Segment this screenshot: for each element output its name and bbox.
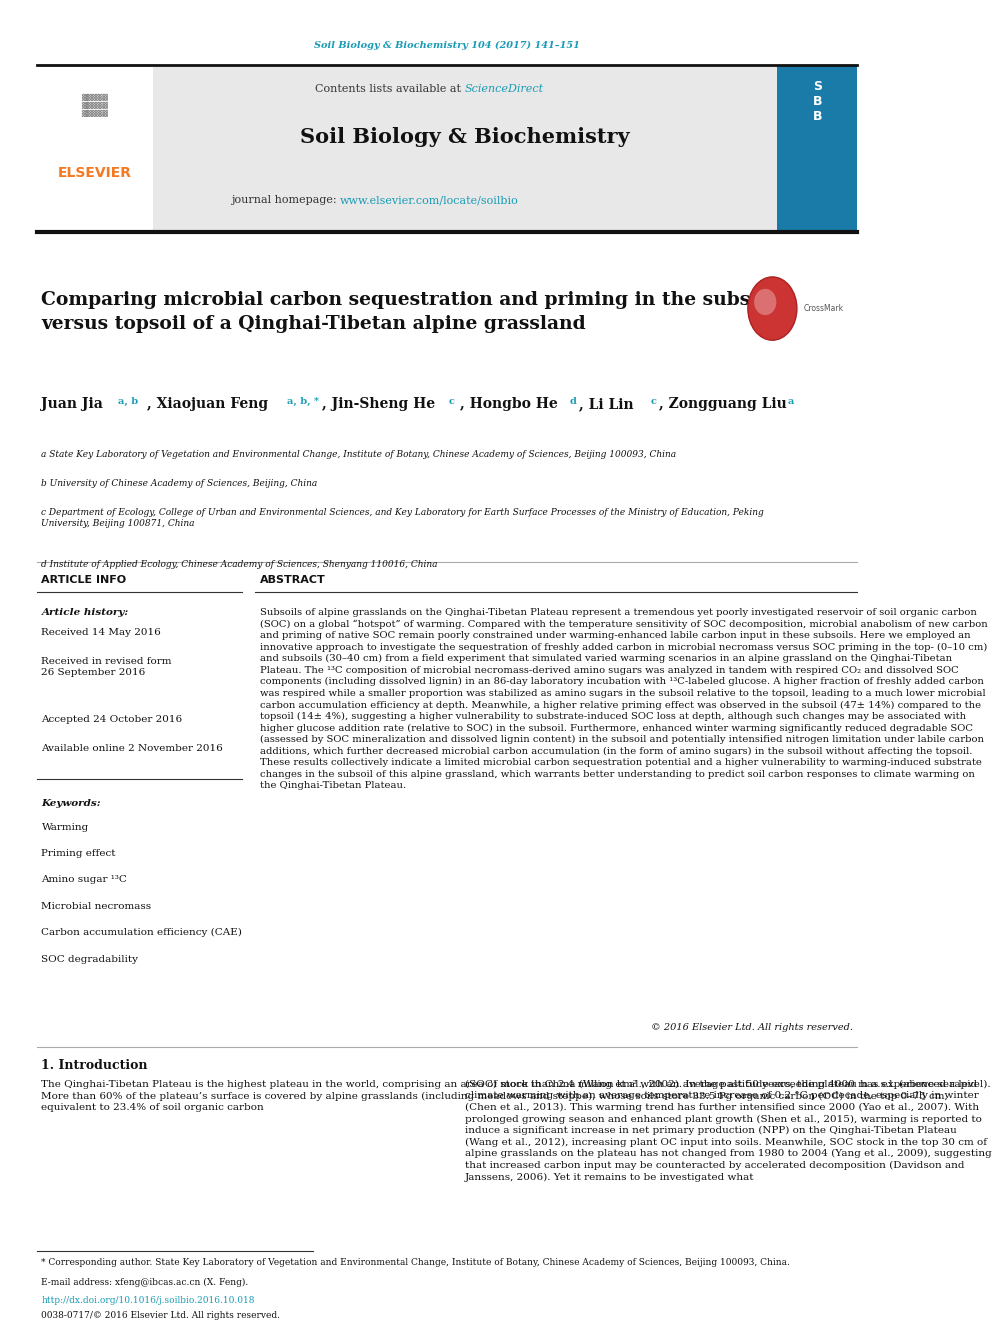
Text: The Qinghai-Tibetan Plateau is the highest plateau in the world, comprising an a: The Qinghai-Tibetan Plateau is the highe… xyxy=(42,1080,991,1113)
Text: , Zongguang Liu: , Zongguang Liu xyxy=(659,397,792,411)
Text: Microbial necromass: Microbial necromass xyxy=(42,902,152,910)
FancyBboxPatch shape xyxy=(153,65,777,232)
Text: Soil Biology & Biochemistry 104 (2017) 141–151: Soil Biology & Biochemistry 104 (2017) 1… xyxy=(314,41,580,50)
Text: Priming effect: Priming effect xyxy=(42,849,116,859)
Text: http://dx.doi.org/10.1016/j.soilbio.2016.10.018: http://dx.doi.org/10.1016/j.soilbio.2016… xyxy=(42,1297,255,1304)
Text: c: c xyxy=(651,397,656,406)
Text: ▓▓▓▓▓
▓▓▓▓▓
▓▓▓▓▓: ▓▓▓▓▓ ▓▓▓▓▓ ▓▓▓▓▓ xyxy=(81,94,108,118)
Text: www.elsevier.com/locate/soilbio: www.elsevier.com/locate/soilbio xyxy=(340,196,519,205)
Text: Amino sugar ¹³C: Amino sugar ¹³C xyxy=(42,876,127,885)
Text: c Department of Ecology, College of Urban and Environmental Sciences, and Key La: c Department of Ecology, College of Urba… xyxy=(42,508,764,528)
Text: d Institute of Applied Ecology, Chinese Academy of Sciences, Shenyang 110016, Ch: d Institute of Applied Ecology, Chinese … xyxy=(42,560,438,569)
Text: ScienceDirect: ScienceDirect xyxy=(465,85,544,94)
Text: b University of Chinese Academy of Sciences, Beijing, China: b University of Chinese Academy of Scien… xyxy=(42,479,317,488)
Text: c: c xyxy=(448,397,454,406)
Text: Soil Biology & Biochemistry: Soil Biology & Biochemistry xyxy=(300,127,630,147)
Text: a, b: a, b xyxy=(118,397,138,406)
Text: ELSEVIER: ELSEVIER xyxy=(58,165,132,180)
Text: © 2016 Elsevier Ltd. All rights reserved.: © 2016 Elsevier Ltd. All rights reserved… xyxy=(651,1023,852,1032)
Text: , Hongbo He: , Hongbo He xyxy=(460,397,563,411)
Text: Contents lists available at: Contents lists available at xyxy=(315,85,465,94)
Text: Available online 2 November 2016: Available online 2 November 2016 xyxy=(42,744,223,753)
Ellipse shape xyxy=(754,288,777,315)
Text: a: a xyxy=(788,397,794,406)
Text: (SOC) stock in China (Wang et al., 2002). In the past 50 years, the plateau has : (SOC) stock in China (Wang et al., 2002)… xyxy=(465,1080,992,1181)
FancyBboxPatch shape xyxy=(777,65,857,232)
Text: S
B
B: S B B xyxy=(813,81,822,123)
Text: E-mail address: xfeng@ibcas.ac.cn (X. Feng).: E-mail address: xfeng@ibcas.ac.cn (X. Fe… xyxy=(42,1278,249,1287)
Text: , Li Lin: , Li Lin xyxy=(579,397,639,411)
Text: a State Key Laboratory of Vegetation and Environmental Change, Institute of Bota: a State Key Laboratory of Vegetation and… xyxy=(42,450,677,459)
Text: Juan Jia: Juan Jia xyxy=(42,397,108,411)
Text: d: d xyxy=(570,397,577,406)
Text: a, b, *: a, b, * xyxy=(287,397,318,406)
FancyBboxPatch shape xyxy=(37,65,153,232)
Text: Keywords:: Keywords: xyxy=(42,799,101,808)
Text: Comparing microbial carbon sequestration and priming in the subsoil
versus topso: Comparing microbial carbon sequestration… xyxy=(42,291,778,333)
Text: Received 14 May 2016: Received 14 May 2016 xyxy=(42,627,162,636)
Text: , Jin-Sheng He: , Jin-Sheng He xyxy=(322,397,440,411)
Text: Subsoils of alpine grasslands on the Qinghai-Tibetan Plateau represent a tremend: Subsoils of alpine grasslands on the Qin… xyxy=(260,607,988,790)
Text: SOC degradability: SOC degradability xyxy=(42,955,139,963)
Text: Carbon accumulation efficiency (CAE): Carbon accumulation efficiency (CAE) xyxy=(42,929,242,937)
Text: ARTICLE INFO: ARTICLE INFO xyxy=(42,576,127,585)
Text: Article history:: Article history: xyxy=(42,607,129,617)
Text: 1. Introduction: 1. Introduction xyxy=(42,1058,148,1072)
Text: ABSTRACT: ABSTRACT xyxy=(260,576,325,585)
Text: Received in revised form
26 September 2016: Received in revised form 26 September 20… xyxy=(42,656,172,676)
Text: Accepted 24 October 2016: Accepted 24 October 2016 xyxy=(42,714,183,724)
Text: * Corresponding author. State Key Laboratory of Vegetation and Environmental Cha: * Corresponding author. State Key Labora… xyxy=(42,1258,791,1267)
Ellipse shape xyxy=(748,277,797,340)
Text: 0038-0717/© 2016 Elsevier Ltd. All rights reserved.: 0038-0717/© 2016 Elsevier Ltd. All right… xyxy=(42,1311,281,1319)
Text: CrossMark: CrossMark xyxy=(804,304,844,314)
Text: journal homepage:: journal homepage: xyxy=(231,196,340,205)
Text: Warming: Warming xyxy=(42,823,88,832)
Text: , Xiaojuan Feng: , Xiaojuan Feng xyxy=(147,397,273,411)
